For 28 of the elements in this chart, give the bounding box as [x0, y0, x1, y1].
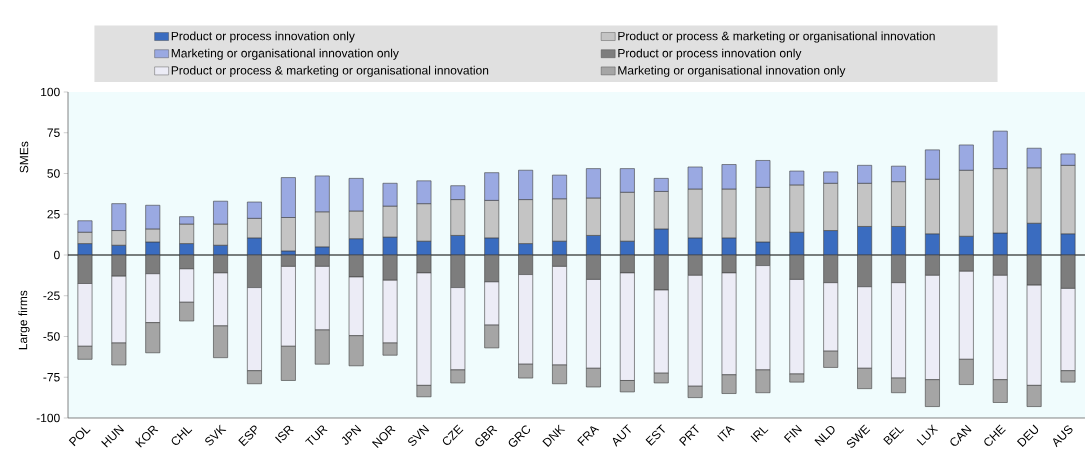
legend-label: Marketing or organisational innovation only — [618, 65, 846, 78]
y-tick-label: -25 — [43, 291, 60, 300]
x-tick-label: ISR — [275, 425, 294, 444]
x-tick-label: BEL — [883, 427, 905, 446]
y-tick-label: 75 — [47, 128, 60, 137]
y-tick-label: -100 — [36, 413, 60, 423]
legend-label: Product or process innovation only — [171, 31, 355, 43]
y-tick-label: 25 — [47, 210, 60, 219]
y-tick-label: 50 — [47, 169, 60, 178]
legend-label: Marketing or organisational innovation only — [171, 48, 399, 60]
y-tick-label: 0 — [54, 250, 60, 260]
x-tick-label: JPN — [341, 424, 362, 445]
y-tick-label: 100 — [41, 87, 60, 97]
x-tick-label: POL — [68, 427, 91, 447]
x-tick-label: FIN — [783, 424, 802, 443]
x-tick-label: CHL — [171, 427, 193, 445]
text: SMEs — [19, 141, 29, 173]
legend-label: Product or process innovation only — [618, 48, 802, 60]
y-tick-label: -50 — [43, 332, 60, 341]
x-tick-label: IRL — [750, 427, 769, 443]
x-tick-label: TUR — [305, 425, 328, 446]
x-tick-label: ITA — [717, 426, 735, 442]
text: Large firms — [18, 290, 30, 350]
y-tick-label: -75 — [43, 373, 60, 382]
x-tick-label: NLD — [814, 425, 835, 447]
legend-label: Product or process & marketing or organisational innovation — [618, 31, 935, 43]
legend-label: Product or process & marketing or organisational innovation — [171, 65, 489, 78]
x-tick-label: FRA — [577, 426, 600, 447]
